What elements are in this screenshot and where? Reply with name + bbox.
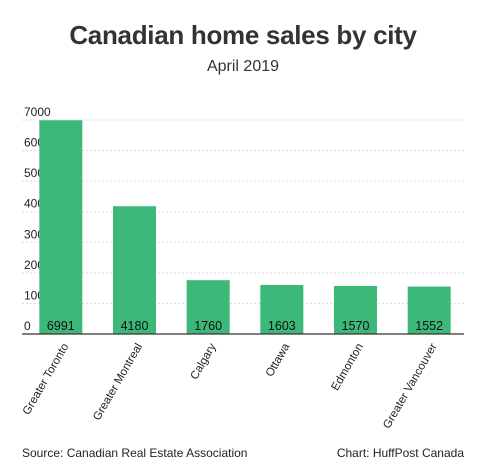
category-label: Ottawa [264, 341, 293, 379]
data-label: 6991 [47, 319, 75, 333]
chart-subtitle: April 2019 [206, 58, 280, 75]
category-label: Greater Vancouver [381, 341, 440, 431]
category-label: Greater Toronto [21, 342, 72, 418]
bar [39, 120, 83, 334]
bar [186, 280, 230, 334]
data-label: 1570 [342, 319, 370, 333]
category-label: Calgary [189, 341, 219, 382]
source-note: Source: Canadian Real Estate Association [22, 446, 248, 460]
category-label: Greater Montreal [91, 342, 145, 423]
bar [407, 286, 451, 334]
bar [334, 286, 377, 334]
bar [260, 284, 304, 334]
bar [113, 206, 156, 334]
data-label: 4180 [121, 319, 149, 333]
y-tick-label: 7000 [24, 105, 51, 119]
data-label: 1552 [415, 319, 443, 333]
data-label: 1760 [194, 319, 222, 333]
category-label: Edmonton [329, 342, 366, 393]
y-tick-label: 0 [24, 319, 31, 333]
bar-chart: 010002000300040005000600070006991Greater… [21, 105, 464, 431]
chart-credit: Chart: HuffPost Canada [336, 446, 464, 460]
chart-title: Canadian home sales by city [69, 20, 417, 50]
data-label: 1603 [268, 319, 296, 333]
